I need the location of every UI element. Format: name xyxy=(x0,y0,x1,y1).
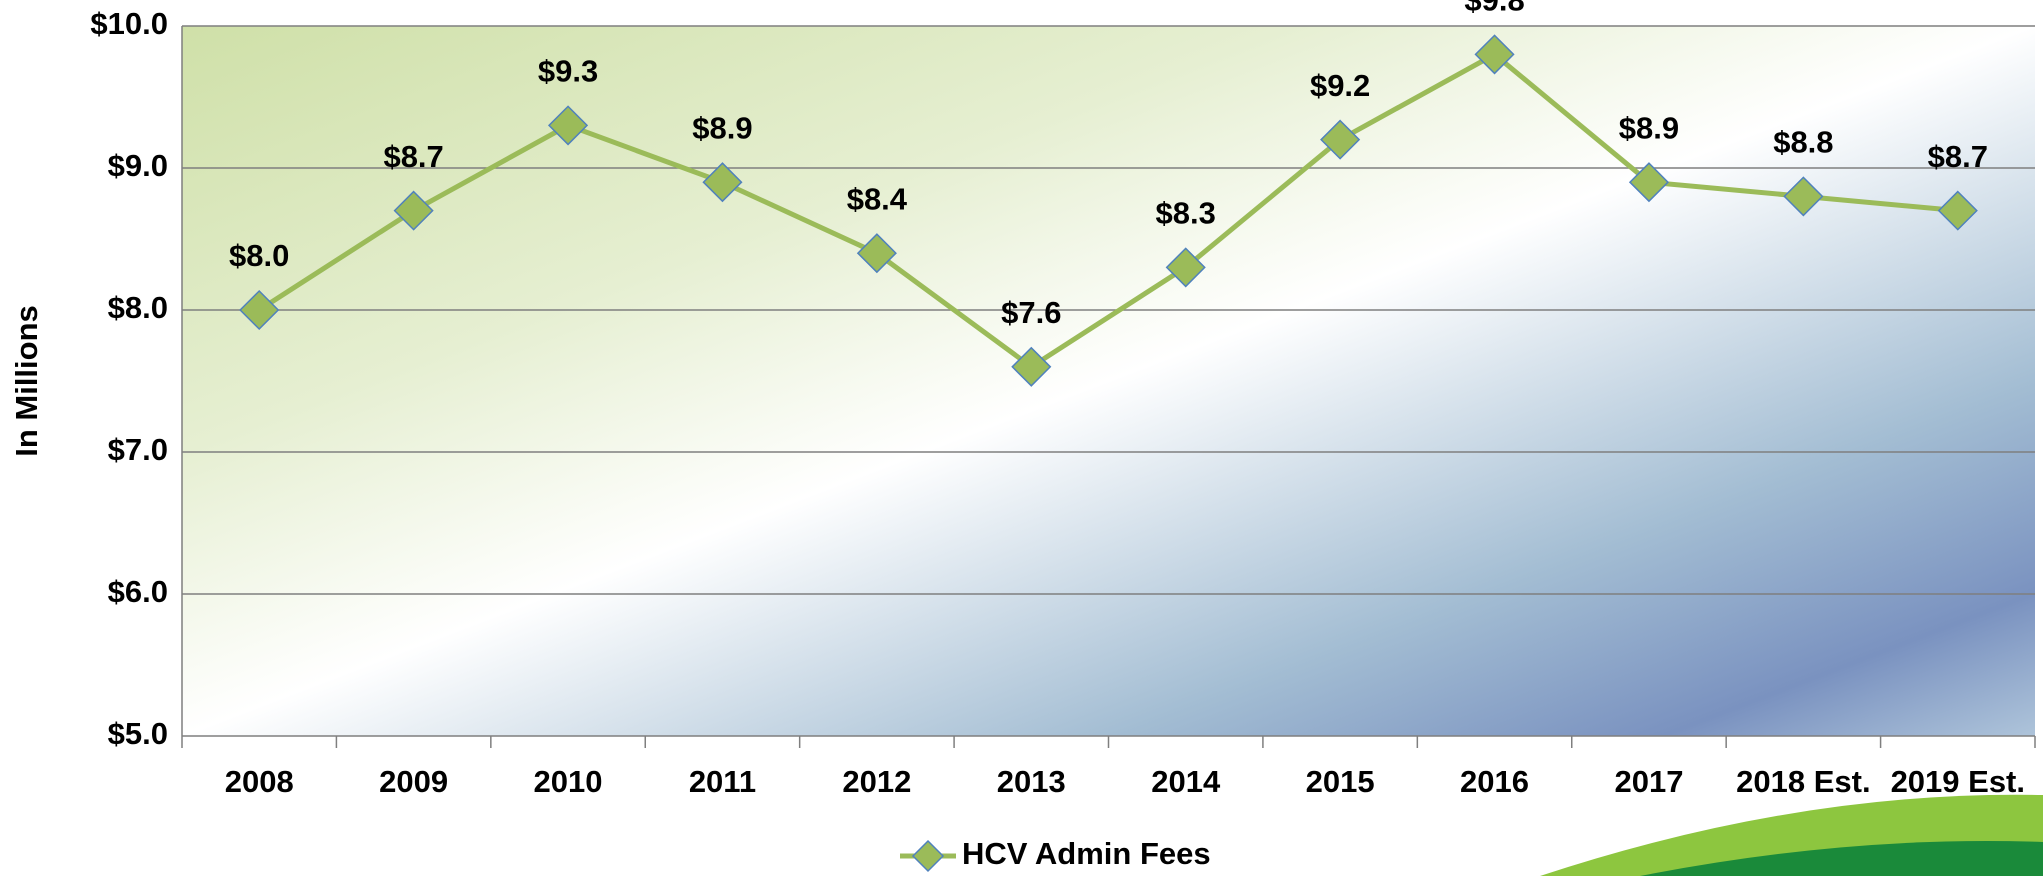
y-tick-label: $10.0 xyxy=(90,6,168,41)
data-label: $9.3 xyxy=(538,54,598,89)
marker xyxy=(393,190,434,231)
marker xyxy=(239,289,280,331)
marker xyxy=(547,105,589,146)
data-label: $9.2 xyxy=(1310,68,1370,103)
legend-label: HCV Admin Fees xyxy=(962,836,1211,871)
marker xyxy=(1628,162,1670,203)
plot-area xyxy=(182,26,2035,736)
data-label: $8.8 xyxy=(1773,125,1833,160)
x-tick-label: 2010 xyxy=(534,764,603,799)
decor-swoosh xyxy=(1640,840,2043,876)
y-tick-label: $9.0 xyxy=(108,148,168,183)
marker xyxy=(1783,176,1824,217)
data-label: $9.8 xyxy=(1464,0,1524,18)
data-label: $8.4 xyxy=(847,181,908,216)
x-tick-label: 2018 Est. xyxy=(1736,764,1870,799)
y-tick-label: $6.0 xyxy=(108,574,168,609)
legend-marker xyxy=(911,839,945,873)
x-tick-label: 2008 xyxy=(225,764,294,799)
y-tick-label: $7.0 xyxy=(108,432,168,467)
y-tick-label: $8.0 xyxy=(108,290,168,325)
data-label: $8.9 xyxy=(1619,110,1679,145)
series-line xyxy=(257,51,1959,370)
x-tick-label: 2014 xyxy=(1151,764,1221,799)
data-label: $8.9 xyxy=(692,110,752,145)
x-tick-label: 2017 xyxy=(1614,764,1683,799)
marker xyxy=(1320,119,1361,160)
x-tick-label: 2019 Est. xyxy=(1891,764,2025,799)
x-tick-label: 2015 xyxy=(1306,764,1375,799)
data-label: $7.6 xyxy=(1001,295,1061,330)
data-label: $8.7 xyxy=(383,139,443,174)
x-tick-label: 2013 xyxy=(997,764,1066,799)
marker xyxy=(856,233,897,274)
marker xyxy=(702,162,743,203)
data-label: $8.0 xyxy=(229,238,289,273)
x-tick-label: 2016 xyxy=(1460,764,1529,799)
x-tick-label: 2012 xyxy=(842,764,911,799)
marker xyxy=(1474,34,1515,75)
x-tick-label: 2011 xyxy=(689,764,756,799)
marker xyxy=(1165,247,1206,288)
data-label: $8.3 xyxy=(1156,196,1216,231)
y-tick-label: $5.0 xyxy=(108,716,168,751)
y-axis-title: In Millions xyxy=(9,305,44,457)
marker xyxy=(1937,190,1978,231)
marker xyxy=(1011,346,1052,387)
data-label: $8.7 xyxy=(1928,139,1988,174)
x-tick-label: 2009 xyxy=(379,764,448,799)
